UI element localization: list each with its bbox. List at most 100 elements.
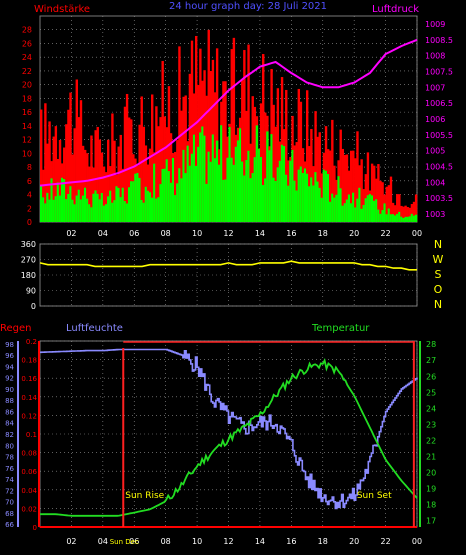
humidity-y-tick-label: 86: [5, 408, 14, 416]
wind-gust-bar: [305, 90, 309, 222]
rain-y-tick-label: 0.02: [21, 505, 37, 513]
wind-gust-bar: [73, 128, 76, 222]
wind-y-tick-label: 6: [27, 177, 32, 186]
wind-avg-bar: [121, 187, 125, 222]
wind-x-tick-label: 08: [161, 229, 171, 238]
rain-y-tick-label: 0: [33, 524, 37, 532]
wind-avg-bar: [404, 216, 407, 222]
wind-avg-bar: [104, 204, 108, 222]
wind-avg-bar: [119, 197, 122, 222]
pressure-y-tick-label: 1008: [425, 52, 445, 61]
wind-avg-bar: [207, 151, 210, 222]
climate-x-tick-label: 00: [412, 537, 422, 546]
wind-gust-bar: [295, 142, 298, 222]
wind-gust-bar: [360, 159, 363, 222]
wind-gust-bar: [404, 205, 407, 222]
humidity-y-tick-label: 90: [5, 386, 14, 394]
wind-avg-bar: [197, 146, 200, 222]
wind-y-tick-label: 2: [27, 204, 32, 213]
climate-panel: 0 0.02 0.04 0.06 0.08 0.1 0.12 0.14 0.16 0.18 0.2 6…: [5, 338, 436, 546]
wind-gust-bar: [54, 126, 58, 222]
wind-avg-bar: [280, 144, 284, 222]
wind-avg-bar: [333, 197, 336, 222]
wind-gust-bar: [412, 201, 416, 222]
wind-avg-bar: [190, 153, 194, 222]
climate-x-tick-label: 12: [223, 537, 233, 546]
wind-avg-bar: [282, 146, 286, 222]
wind-gust-bar: [364, 174, 368, 222]
wind-gust-bar: [148, 148, 152, 222]
wind-pressure-panel: 024681012141618202224262810031003.510041…: [22, 15, 453, 238]
wind-avg-bar: [161, 168, 164, 222]
temperature-y-tick-label: 26: [426, 372, 436, 381]
direction-compass-label: N: [434, 298, 442, 311]
wind-avg-bar: [385, 214, 388, 222]
wind-avg-bar: [303, 168, 307, 222]
wind-avg-bar: [335, 194, 338, 222]
wind-avg-bar: [245, 160, 248, 222]
wind-gust-bar: [81, 145, 85, 222]
wind-avg-bar: [67, 193, 70, 222]
wind-avg-bar: [387, 208, 391, 222]
pressure-y-tick-label: 1007.5: [425, 67, 453, 76]
sunrise-x-tick-label: Sun Dec: [110, 538, 139, 546]
wind-avg-bar: [341, 205, 344, 222]
wind-gust-bar: [343, 154, 347, 222]
wind-gust-bar: [65, 124, 68, 222]
wind-avg-bar: [127, 187, 131, 222]
rain-y-tick-label: 0.08: [21, 450, 37, 458]
wind-x-tick-label: 22: [380, 229, 390, 238]
wind-avg-bar: [331, 193, 334, 222]
wind-avg-bar: [291, 149, 294, 222]
wind-avg-bar: [257, 148, 261, 222]
humidity-y-tick-label: 84: [5, 420, 14, 428]
wind-avg-bar: [165, 159, 169, 222]
wind-avg-bar: [329, 201, 332, 222]
wind-avg-bar: [299, 166, 303, 222]
temperature-axis-title: Temperatur: [311, 323, 370, 334]
wind-avg-bar: [65, 199, 68, 222]
direction-y-tick-label: 270: [21, 256, 36, 265]
wind-avg-bar: [132, 181, 135, 222]
wind-avg-bar: [79, 199, 83, 222]
wind-avg-bar: [102, 205, 106, 222]
wind-gust-bar: [341, 148, 344, 222]
chart-title: 24 hour graph day: 28 Juli 2021: [169, 1, 327, 12]
wind-avg-bar: [184, 173, 187, 222]
rain-y-tick-label: 0.1: [26, 431, 37, 439]
rain-y-tick-label: 0.04: [21, 487, 37, 495]
wind-avg-bar: [326, 174, 330, 222]
wind-avg-bar: [155, 198, 158, 222]
pressure-y-tick-label: 1003.5: [425, 194, 453, 203]
wind-gust-bar: [111, 113, 114, 222]
pressure-y-tick-label: 1003: [425, 210, 445, 219]
humidity-y-tick-label: 76: [5, 465, 14, 473]
temperature-y-tick-label: 24: [426, 404, 436, 413]
wind-gust-bar: [119, 134, 122, 222]
wind-gust-bar: [42, 169, 45, 222]
climate-x-tick-label: 04: [98, 537, 108, 546]
wind-x-tick-label: 04: [98, 229, 108, 238]
wind-avg-bar: [232, 164, 236, 222]
wind-y-tick-label: 10: [22, 149, 32, 158]
wind-avg-bar: [364, 198, 368, 222]
humidity-axis-title: Luftfeuchte: [66, 323, 123, 334]
wind-avg-bar: [398, 211, 401, 222]
wind-avg-bar: [379, 213, 382, 222]
wind-avg-bar: [368, 194, 372, 222]
wind-avg-bar: [69, 186, 72, 222]
sunset-label: Sun Set: [357, 491, 392, 501]
climate-x-tick-label: 20: [349, 537, 359, 546]
humidity-y-tick-label: 88: [5, 397, 14, 405]
wind-avg-bar: [203, 135, 206, 222]
climate-x-tick-label: 08: [161, 537, 171, 546]
wind-avg-bar: [136, 172, 139, 222]
wind-avg-bar: [305, 173, 309, 222]
wind-avg-bar: [230, 157, 233, 222]
wind-gust-bar: [370, 163, 374, 222]
wind-gust-bar: [354, 158, 357, 222]
wind-avg-bar: [224, 179, 227, 222]
wind-avg-bar: [48, 199, 51, 222]
wind-gust-bar: [167, 86, 171, 222]
wind-avg-bar: [130, 181, 133, 222]
